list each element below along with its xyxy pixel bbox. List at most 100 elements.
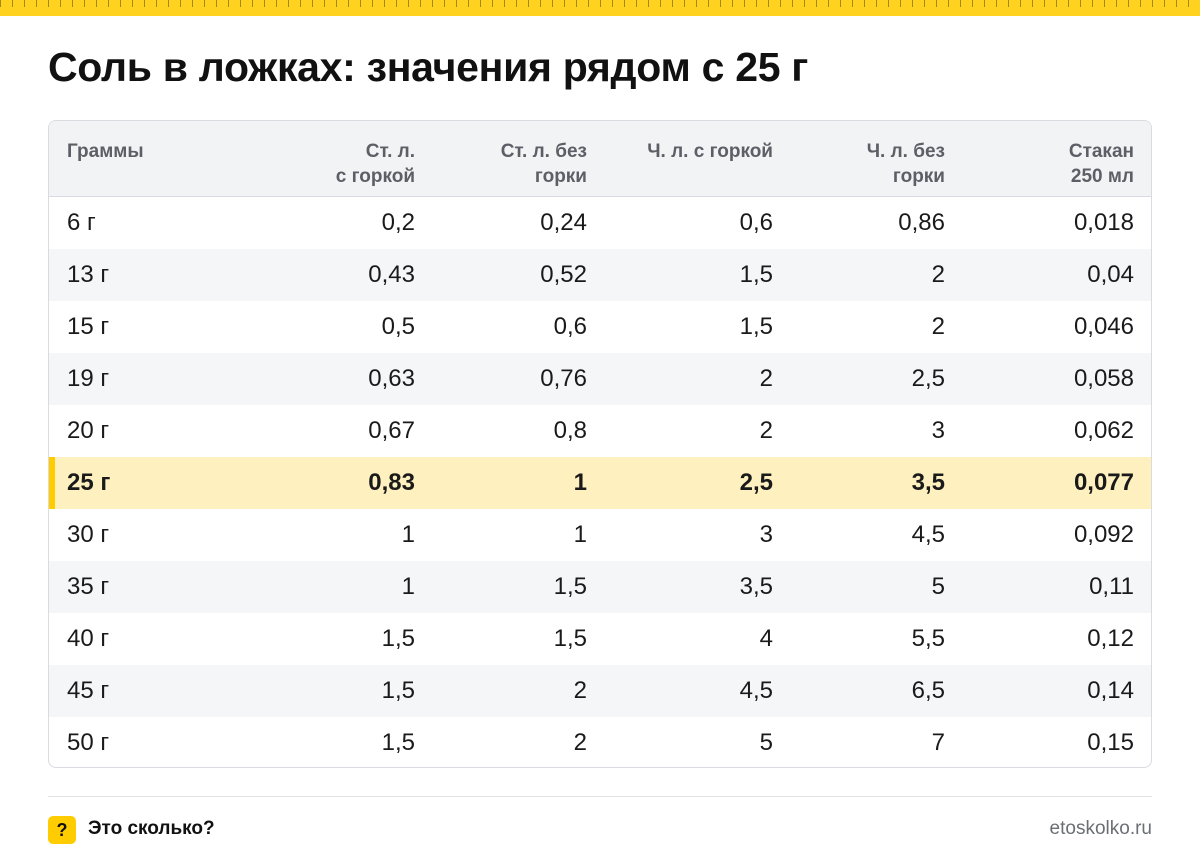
table-row: 40 г 1,5 1,5 4 5,5 0,12 — [49, 613, 1151, 665]
table-row: 45 г 1,5 2 4,5 6,5 0,14 — [49, 665, 1151, 717]
table-row: 13 г 0,43 0,52 1,5 2 0,04 — [49, 249, 1151, 301]
table-cell: 30 г — [67, 521, 110, 548]
question-badge-icon: ? — [48, 816, 76, 844]
table-cell: 0,15 — [1087, 729, 1134, 756]
column-header-line: Граммы — [67, 141, 144, 162]
table-row: 6 г 0,2 0,24 0,6 0,86 0,018 — [49, 197, 1151, 249]
table-cell: 1 — [401, 573, 415, 600]
table-cell: 0,092 — [1073, 521, 1134, 548]
column-header: Ст. л. без горки — [415, 121, 587, 189]
table-cell: 3 — [931, 417, 945, 444]
table-cell: 2,5 — [911, 365, 945, 392]
table-cell: 0,058 — [1073, 365, 1134, 392]
table-cell: 0,5 — [381, 313, 415, 340]
table-cell: 0,86 — [898, 209, 945, 236]
table-cell: 0,76 — [540, 365, 587, 392]
table-cell: 1 — [401, 521, 415, 548]
table-cell: 0,04 — [1087, 261, 1134, 288]
table-cell: 6 г — [67, 209, 96, 236]
table-cell: 2 — [573, 677, 587, 704]
table-cell: 0,11 — [1089, 573, 1134, 600]
table-cell: 4 — [759, 625, 773, 652]
table-cell: 3,5 — [739, 573, 773, 600]
site-url: etoskolko.ru — [1049, 818, 1152, 839]
table-cell: 0,14 — [1087, 677, 1134, 704]
table-cell: 20 г — [67, 417, 110, 444]
table-cell: 0,062 — [1073, 417, 1134, 444]
column-header: Ст. л. с горкой — [245, 121, 415, 189]
table-cell: 40 г — [67, 625, 110, 652]
table-cell: 0,6 — [739, 209, 773, 236]
table-cell: 1,5 — [381, 677, 415, 704]
table-cell: 1 — [573, 469, 587, 496]
table-cell: 0,67 — [368, 417, 415, 444]
table-header: Граммы Ст. л. с горкой Ст. л. без горки Ч. л.… — [49, 121, 1151, 197]
table-cell: 35 г — [67, 573, 110, 600]
brand-name: Это сколько? — [88, 818, 215, 839]
table-cell: 1,5 — [739, 261, 773, 288]
column-header-line: горки — [892, 166, 945, 187]
column-header-line: Ч. л. с горкой — [647, 141, 773, 162]
table-cell: 45 г — [67, 677, 110, 704]
table-cell: 0,6 — [553, 313, 587, 340]
table-cell: 2 — [759, 365, 773, 392]
column-header-line: горки — [534, 166, 587, 187]
table-cell: 0,046 — [1073, 313, 1134, 340]
table-cell: 2 — [931, 261, 945, 288]
column-header-line: 250 мл — [1070, 166, 1134, 187]
table-row: 15 г 0,5 0,6 1,5 2 0,046 — [49, 301, 1151, 353]
table-cell: 6,5 — [911, 677, 945, 704]
table-row: 50 г 1,5 2 5 7 0,15 — [49, 717, 1151, 767]
table-row-highlighted: 25 г 0,83 1 2,5 3,5 0,077 — [49, 457, 1151, 509]
table-cell: 2 — [573, 729, 587, 756]
table-cell: 4,5 — [739, 677, 773, 704]
conversion-table: Граммы Ст. л. с горкой Ст. л. без горки Ч. л.… — [48, 120, 1152, 768]
column-header-line: Стакан — [1068, 141, 1134, 162]
column-header-line: Ст. л. без — [500, 141, 587, 162]
table-cell: 0,63 — [368, 365, 415, 392]
column-header-line: Ст. л. — [365, 141, 415, 162]
column-header-line: с горкой — [335, 166, 415, 187]
table-cell: 15 г — [67, 313, 110, 340]
table-cell: 2 — [931, 313, 945, 340]
table-cell: 3,5 — [911, 469, 945, 496]
table-row: 20 г 0,67 0,8 2 3 0,062 — [49, 405, 1151, 457]
table-row: 30 г 1 1 3 4,5 0,092 — [49, 509, 1151, 561]
table-cell: 25 г — [67, 469, 111, 496]
table-cell: 1,5 — [553, 625, 587, 652]
table-body: 6 г 0,2 0,24 0,6 0,86 0,018 13 г 0,43 0,52 1,5 2 0,… — [49, 197, 1151, 767]
table-cell: 2 — [759, 417, 773, 444]
page-title: Соль в ложках: значения рядом с 25 г — [48, 44, 809, 90]
table-cell: 1 — [573, 521, 587, 548]
table-cell: 5 — [931, 573, 945, 600]
table-cell: 4,5 — [911, 521, 945, 548]
table-cell: 19 г — [67, 365, 110, 392]
table-cell: 1,5 — [739, 313, 773, 340]
table-cell: 5 — [759, 729, 773, 756]
table-cell: 3 — [759, 521, 773, 548]
table-cell: 5,5 — [911, 625, 945, 652]
column-header: Ч. л. с горкой — [587, 121, 773, 164]
table-cell: 0,24 — [540, 209, 587, 236]
table-cell: 1,5 — [381, 729, 415, 756]
column-header-line: Ч. л. без — [866, 141, 945, 162]
table-cell: 1,5 — [381, 625, 415, 652]
table-cell: 7 — [931, 729, 945, 756]
table-cell: 0,077 — [1073, 469, 1134, 496]
table-cell: 0,018 — [1073, 209, 1134, 236]
table-cell: 0,2 — [381, 209, 415, 236]
table-row: 35 г 1 1,5 3,5 5 0,11 — [49, 561, 1151, 613]
table-cell: 0,8 — [553, 417, 587, 444]
table-cell: 0,43 — [368, 261, 415, 288]
table-cell: 0,12 — [1087, 625, 1134, 652]
ruler-decoration — [0, 0, 1200, 16]
table-cell: 50 г — [67, 729, 110, 756]
table-row: 19 г 0,63 0,76 2 2,5 0,058 — [49, 353, 1151, 405]
column-header: Стакан 250 мл — [945, 121, 1134, 189]
table-cell: 0,52 — [540, 261, 587, 288]
footer-divider — [48, 796, 1152, 797]
table-cell: 13 г — [67, 261, 110, 288]
column-header: Ч. л. без горки — [773, 121, 945, 189]
column-header: Граммы — [49, 121, 245, 164]
table-cell: 1,5 — [553, 573, 587, 600]
